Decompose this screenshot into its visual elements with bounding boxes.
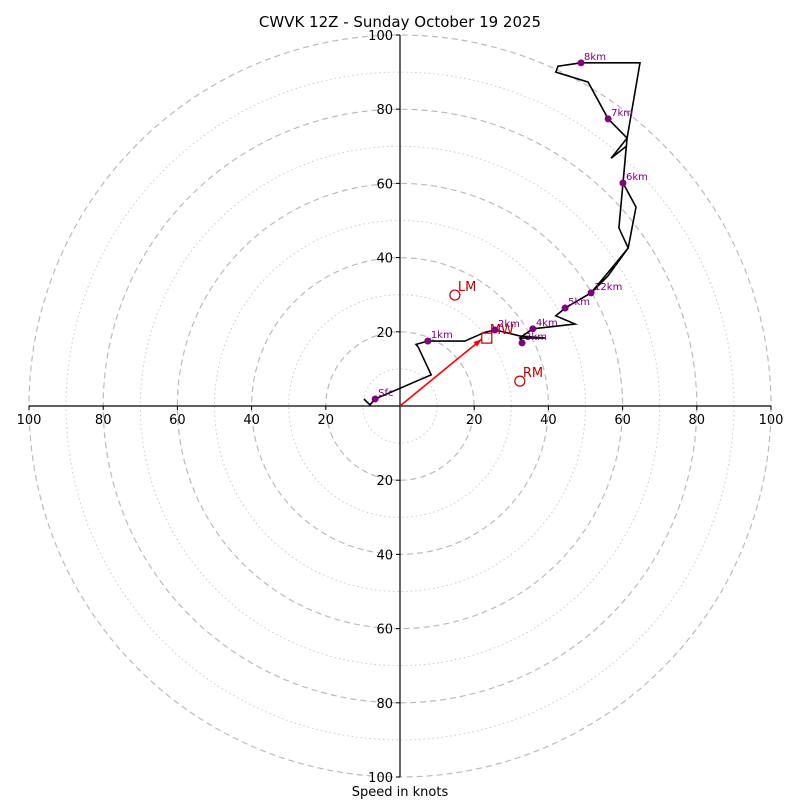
height-marker-label: 6km: [626, 172, 648, 183]
storm-motion-rm-label: RM: [523, 366, 543, 381]
trace-line: [363, 61, 641, 407]
height-marker-1km: [424, 337, 432, 345]
y-tick-label: 60: [376, 623, 393, 638]
storm-motion-mw-marker: [481, 332, 493, 344]
x-tick-label: 100: [17, 413, 42, 428]
x-tick-label: 80: [95, 413, 112, 428]
shear-vector: [399, 338, 483, 407]
height-marker-7km: [604, 115, 612, 123]
storm-motion-rm-marker: [514, 375, 526, 387]
height-marker-label: 3km: [525, 332, 547, 343]
height-marker-label: 5km: [568, 297, 590, 308]
chart-title: CWVK 12Z - Sunday October 19 2025: [259, 13, 541, 31]
y-tick-label: 100: [368, 771, 393, 786]
shear-vector-line: [399, 338, 483, 407]
y-tick-label: 20: [376, 326, 393, 341]
height-marker-sfc: [371, 395, 379, 403]
y-tick-label: 20: [376, 474, 393, 489]
storm-motion-lm-label: LM: [458, 280, 476, 295]
x-tick-label: 60: [614, 413, 631, 428]
height-marker-5km: [561, 304, 569, 312]
height-marker-label: 1km: [431, 330, 453, 341]
tick-labels: 20 20 20 20 40 40 40 40 60 60 60 60 80 80 80 80 100 100 10…: [17, 29, 784, 786]
hodograph-trace: [363, 61, 641, 407]
x-tick-label: 40: [540, 413, 557, 428]
height-marker-2km: [491, 326, 499, 334]
height-marker-8km: [577, 59, 585, 67]
height-marker-label: Sfc: [378, 388, 393, 399]
y-tick-label: 80: [376, 697, 393, 712]
y-tick-label: 60: [376, 177, 393, 192]
height-marker-label: 2km: [498, 319, 520, 330]
height-marker-3km: [518, 339, 526, 347]
x-tick-label: 40: [243, 413, 260, 428]
x-tick-label: 80: [689, 413, 706, 428]
x-tick-label: 100: [759, 413, 784, 428]
height-marker-label: 12km: [594, 282, 622, 293]
height-marker-label: 4km: [536, 318, 558, 329]
y-tick-label: 80: [376, 103, 393, 118]
height-marker-12km: [587, 289, 595, 297]
y-tick-label: 100: [368, 29, 393, 44]
shear-vector-arrowhead: [473, 339, 482, 347]
x-tick-label: 60: [169, 413, 186, 428]
height-marker-label: 7km: [611, 108, 633, 119]
x-tick-label: 20: [318, 413, 335, 428]
height-marker-4km: [529, 325, 537, 333]
height-marker-label: 8km: [584, 52, 606, 63]
height-marker-6km: [619, 179, 627, 187]
x-tick-label: 20: [466, 413, 483, 428]
y-tick-label: 40: [376, 252, 393, 267]
y-tick-label: 40: [376, 548, 393, 563]
height-markers: Sfc 1km 2km 3km 4km 5km 6km 7km 8km 12km: [371, 52, 648, 403]
storm-motion-lm-marker: [449, 289, 461, 301]
x-axis-label: Speed in knots: [352, 785, 449, 800]
